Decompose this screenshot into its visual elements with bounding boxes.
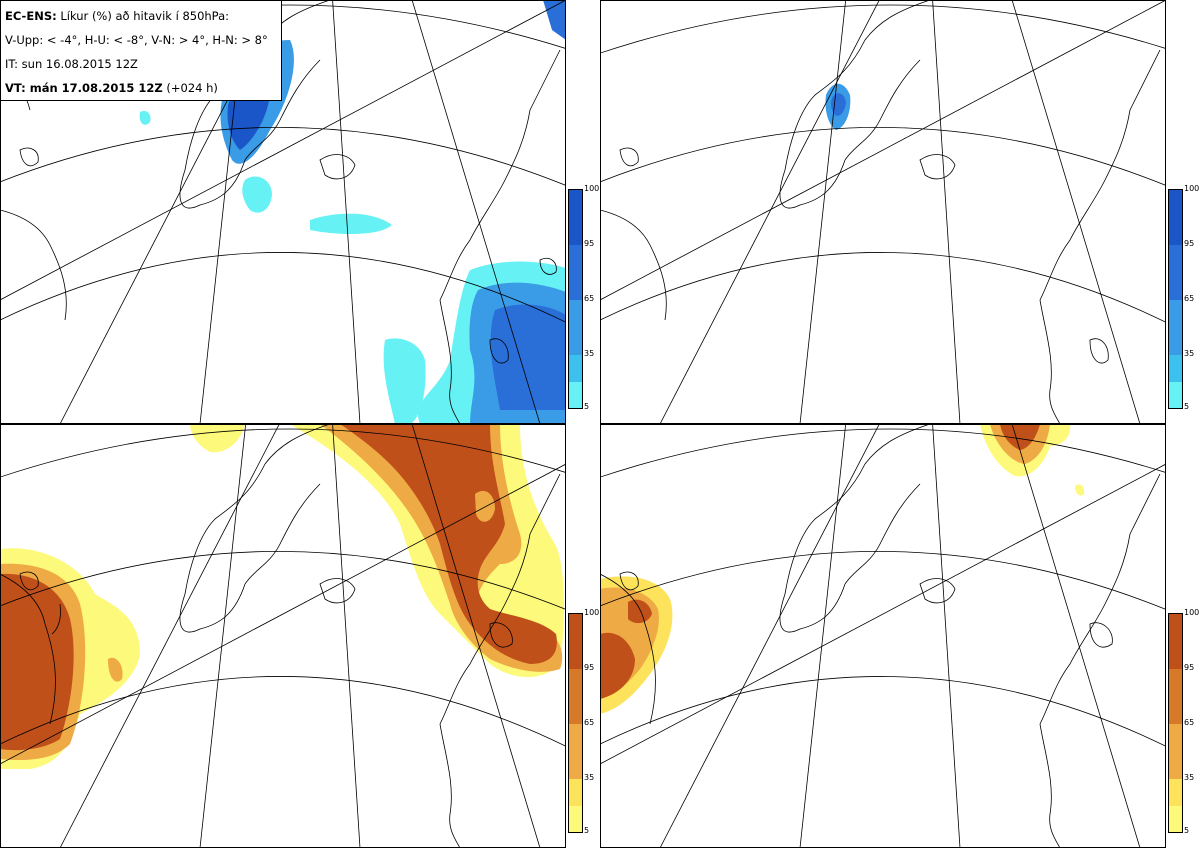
legend-title-model: EC-ENS: <box>5 9 57 23</box>
colorbar-tick-label: 35 <box>1184 773 1195 782</box>
colorbar-tick-label: 35 <box>584 349 595 358</box>
graticule <box>600 0 1166 424</box>
legend-categories: V-Upp: < -4°, H-U: < -8°, V-N: > 4°, H-N… <box>5 33 268 47</box>
colorbar-band <box>569 614 582 669</box>
coastlines <box>600 424 1161 848</box>
colorbar-tick-label: 95 <box>1184 663 1195 672</box>
colorbar-band <box>1169 382 1182 408</box>
map-warm-8 <box>600 424 1166 848</box>
colorbar-tick-label: 5 <box>1184 402 1190 411</box>
map-cold-8 <box>600 0 1166 424</box>
colorbar-band <box>1169 190 1182 245</box>
colorbar-tick-label: 65 <box>584 294 595 303</box>
legend-init-time: IT: sun 16.08.2015 12Z <box>5 57 138 71</box>
warm-probability-fields <box>0 424 565 769</box>
colorbar-band <box>569 382 582 408</box>
colorbar-tick-label: 35 <box>584 773 595 782</box>
colorbar-band <box>569 806 582 832</box>
colorbar-cold-top-left <box>568 189 583 409</box>
colorbar-band <box>1169 779 1182 806</box>
colorbar-tick-label: 100 <box>1184 184 1200 193</box>
coastlines <box>0 0 561 424</box>
colorbar-warm-bottom-left <box>568 613 583 833</box>
colorbar-band <box>569 724 582 779</box>
cold-probability-fields <box>825 83 851 130</box>
warm-probability-fields <box>600 424 1085 714</box>
colorbar-tick-label: 95 <box>584 663 595 672</box>
graticule <box>600 424 1166 848</box>
colorbar-band <box>1169 300 1182 355</box>
map-warm-4 <box>0 424 566 848</box>
colorbar-band <box>569 300 582 355</box>
colorbar-tick-label: 5 <box>1184 826 1190 835</box>
colorbar-cold-top-right <box>1168 189 1183 409</box>
colorbar-tick-label: 65 <box>1184 718 1195 727</box>
colorbar-tick-label: 95 <box>584 239 595 248</box>
colorbar-tick-label: 95 <box>1184 239 1195 248</box>
map-panel-warm-4 <box>0 424 566 848</box>
legend-valid-time-label: VT: mán 17.08.2015 12Z <box>5 81 163 95</box>
legend-title: EC-ENS: Líkur (%) að hitavik í 850hPa: <box>5 4 277 28</box>
colorbar-band <box>1169 669 1182 724</box>
colorbar-tick-label: 100 <box>584 608 600 617</box>
colorbar-band <box>1169 245 1182 300</box>
legend-valid-time: VT: mán 17.08.2015 12Z (+024 h) <box>5 76 277 100</box>
map-panel-cold-8 <box>600 0 1166 424</box>
colorbar-band <box>569 245 582 300</box>
legend-lead-time: (+024 h) <box>166 81 218 95</box>
colorbar-band <box>569 190 582 245</box>
map-panel-warm-8 <box>600 424 1166 848</box>
colorbar-tick-label: 100 <box>1184 608 1200 617</box>
colorbar-tick-label: 100 <box>584 184 600 193</box>
legend-title-desc: Líkur (%) að hitavik í 850hPa: <box>60 9 230 23</box>
graticule <box>0 424 566 848</box>
map-legend: EC-ENS: Líkur (%) að hitavik í 850hPa: V… <box>0 0 282 101</box>
colorbar-band <box>1169 806 1182 832</box>
colorbar-warm-bottom-right <box>1168 613 1183 833</box>
colorbar-band <box>569 779 582 806</box>
colorbar-tick-label: 65 <box>1184 294 1195 303</box>
colorbar-band <box>569 669 582 724</box>
colorbar-band <box>1169 614 1182 669</box>
colorbar-tick-label: 65 <box>584 718 595 727</box>
colorbar-band <box>1169 355 1182 382</box>
coastlines <box>0 424 561 848</box>
colorbar-tick-label: 5 <box>584 402 590 411</box>
colorbar-tick-label: 35 <box>1184 349 1195 358</box>
colorbar-band <box>1169 724 1182 779</box>
colorbar-tick-label: 5 <box>584 826 590 835</box>
colorbar-band <box>569 355 582 382</box>
